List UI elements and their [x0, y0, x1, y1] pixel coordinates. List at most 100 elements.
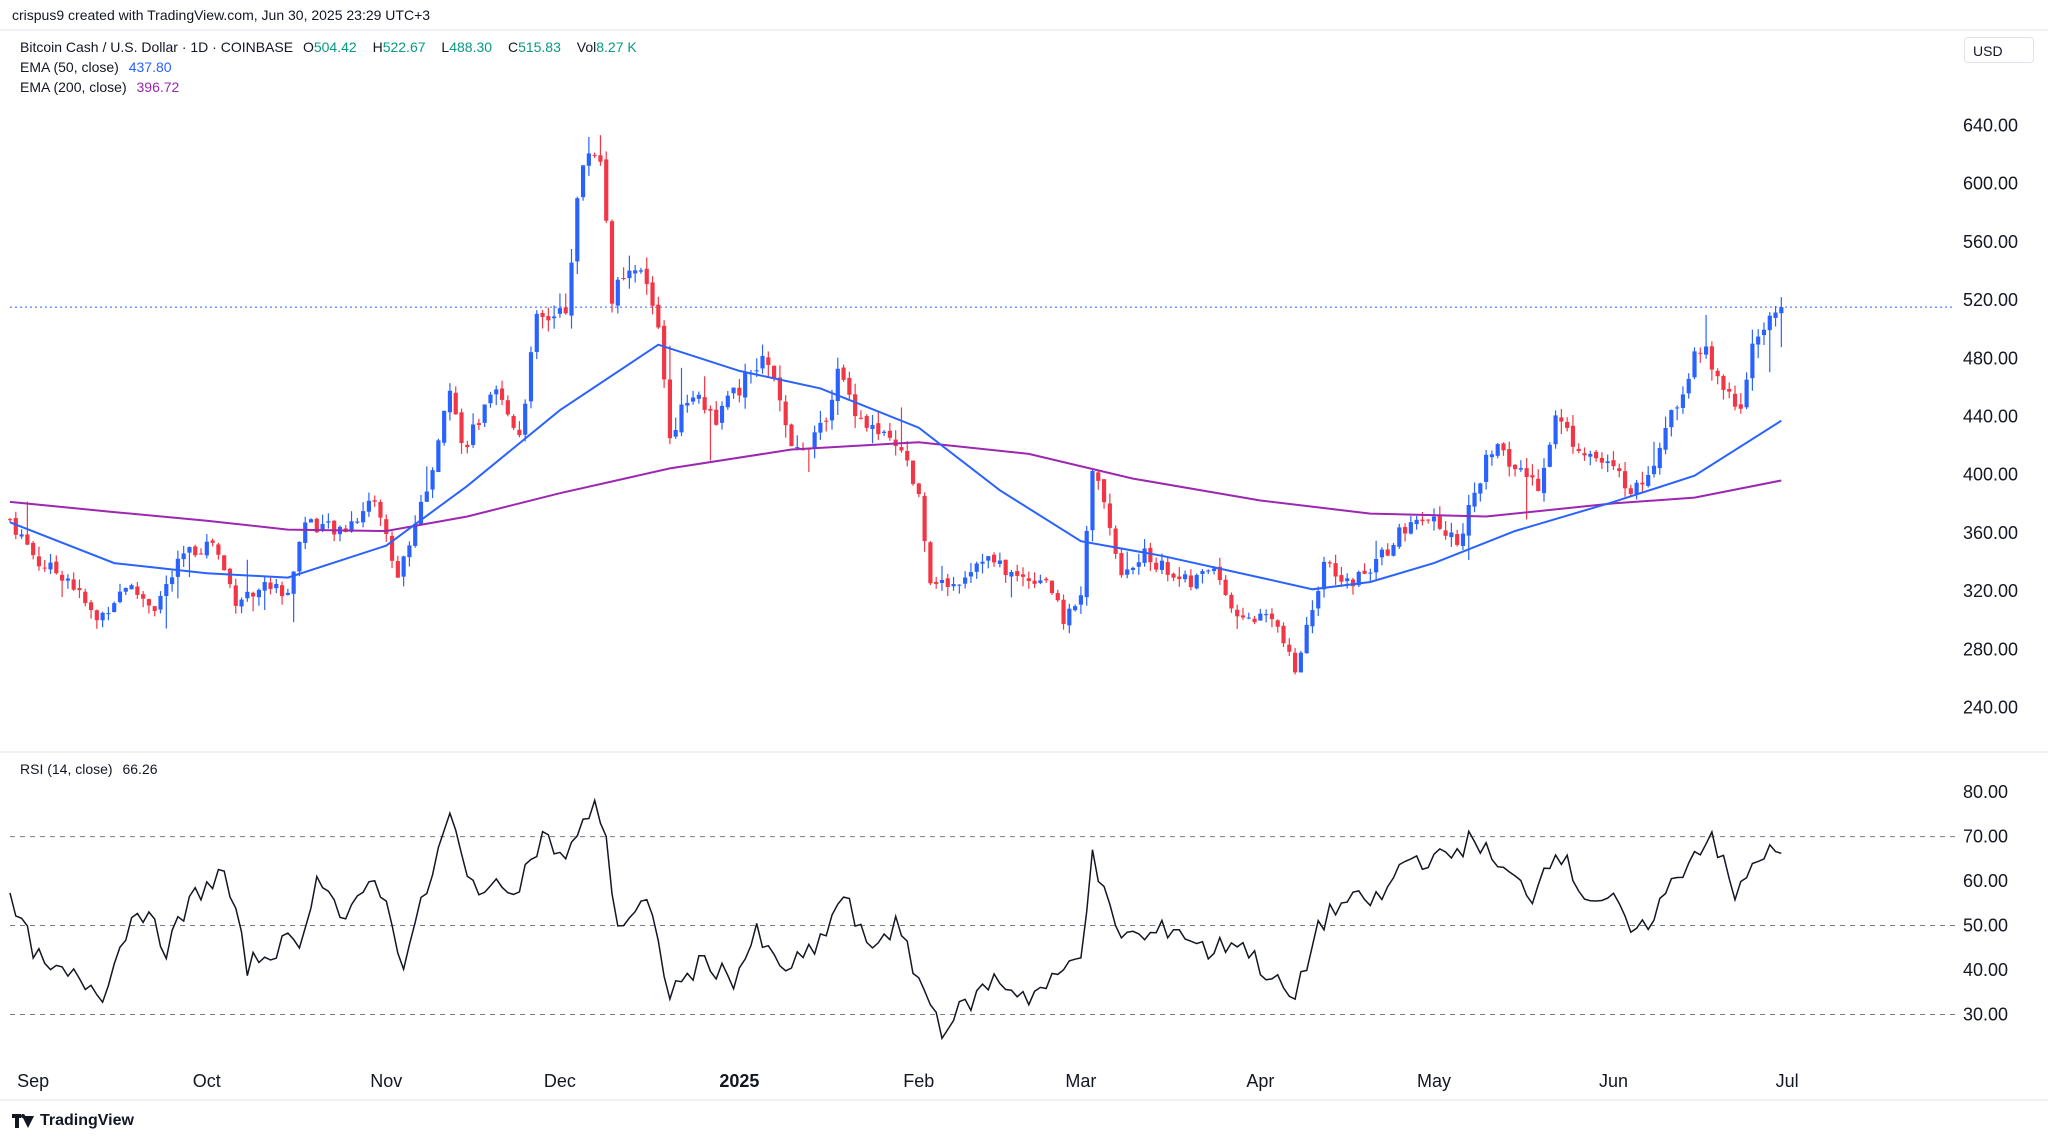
candle	[1229, 592, 1234, 613]
candle	[1206, 569, 1211, 575]
close-value: 515.83	[518, 39, 561, 55]
candle	[1512, 464, 1518, 477]
candle	[268, 577, 273, 595]
candle	[1651, 441, 1657, 478]
low-label: L	[441, 39, 450, 55]
candle	[175, 550, 180, 599]
candle	[615, 276, 620, 314]
price-tick-label: 480.00	[1963, 348, 2018, 368]
price-axis[interactable]: 640.00 600.00 560.00 520.00 480.00 440.00 400.…	[1963, 115, 2018, 717]
candle	[361, 502, 366, 528]
candle	[1275, 619, 1280, 633]
candle	[407, 541, 412, 567]
ema50-legend[interactable]: EMA (50, close) 437.80	[20, 58, 178, 76]
candle	[337, 525, 343, 542]
candle	[951, 576, 956, 591]
candle	[847, 371, 852, 400]
candle	[245, 559, 250, 602]
candle	[31, 541, 36, 560]
candle	[42, 559, 47, 572]
chart-frame	[0, 29, 2048, 1101]
candle	[586, 136, 591, 176]
candle	[563, 293, 568, 315]
candle	[1495, 442, 1500, 459]
candle	[54, 555, 59, 575]
candle	[1026, 571, 1031, 589]
candle	[494, 385, 499, 406]
candle	[65, 574, 70, 589]
candle	[1431, 508, 1437, 531]
tradingview-logo-icon	[12, 1114, 34, 1128]
candle	[1594, 450, 1599, 462]
time-tick-label: Apr	[1246, 1071, 1274, 1091]
time-axis[interactable]: Sep Oct Nov Dec 2025 Feb Mar Apr May Jun Jul	[17, 1071, 1798, 1091]
candle	[1281, 622, 1286, 647]
candle	[1628, 484, 1633, 497]
author-name[interactable]: crispus9	[12, 7, 65, 23]
candle	[210, 538, 215, 547]
candle	[326, 513, 331, 529]
candle	[922, 492, 927, 552]
candle	[1374, 540, 1379, 580]
price-tick-label: 440.00	[1963, 407, 2018, 427]
candle	[297, 541, 302, 577]
candle	[916, 482, 921, 498]
candle	[447, 383, 453, 421]
candle	[1576, 443, 1581, 454]
candle	[853, 383, 858, 428]
candle	[1009, 569, 1014, 598]
candle	[146, 598, 152, 614]
time-tick-label: Jun	[1599, 1071, 1628, 1091]
candle	[1044, 577, 1049, 583]
time-tick-label: Nov	[370, 1071, 402, 1091]
candle	[1692, 347, 1697, 380]
candle	[523, 399, 528, 442]
candle	[696, 391, 701, 404]
currency-selector[interactable]: USD	[1964, 37, 2034, 63]
candle	[1055, 589, 1060, 603]
candle	[459, 408, 464, 454]
candle	[876, 410, 881, 440]
rsi-tick-label: 70.00	[1963, 827, 2008, 847]
candle	[1032, 572, 1037, 588]
candle	[1350, 577, 1356, 595]
ema200-label: EMA (200, close)	[20, 79, 127, 95]
symbol-name[interactable]: Bitcoin Cash / U.S. Dollar · 1D · COINBA…	[20, 39, 294, 55]
rsi-legend[interactable]: RSI (14, close) 66.26	[20, 760, 164, 778]
candle	[569, 248, 574, 329]
candle	[1402, 523, 1408, 542]
candle	[1779, 297, 1784, 348]
rsi-tick-label: 80.00	[1963, 782, 2008, 802]
candle	[824, 417, 829, 432]
candle	[1732, 385, 1738, 411]
candle	[737, 378, 742, 403]
candle	[471, 413, 476, 448]
candle	[1107, 493, 1112, 536]
candle	[442, 410, 447, 446]
candle	[100, 611, 105, 628]
candle	[1698, 347, 1703, 363]
candle	[1287, 638, 1292, 657]
candle	[1362, 563, 1367, 575]
candle	[291, 571, 296, 623]
candle	[1321, 556, 1327, 598]
candle	[1750, 329, 1755, 391]
rsi-tick-label: 60.00	[1963, 871, 2008, 891]
candle	[870, 414, 875, 444]
candle	[673, 417, 678, 439]
candle	[1252, 615, 1257, 625]
rsi-axis[interactable]: 80.00 70.00 60.00 50.00 40.00 30.00	[1963, 782, 2008, 1024]
candle	[528, 346, 534, 409]
candle	[1501, 442, 1506, 456]
brand-name: TradingView	[40, 1112, 134, 1129]
price-tick-label: 520.00	[1963, 290, 2018, 310]
tradingview-brand[interactable]: TradingView	[12, 1112, 134, 1130]
candle	[1408, 515, 1413, 535]
candle	[980, 553, 985, 574]
ema200-legend[interactable]: EMA (200, close) 396.72	[20, 78, 185, 96]
candle	[1472, 482, 1477, 513]
candle	[743, 363, 748, 409]
candle	[604, 151, 609, 224]
candle	[1200, 569, 1205, 584]
